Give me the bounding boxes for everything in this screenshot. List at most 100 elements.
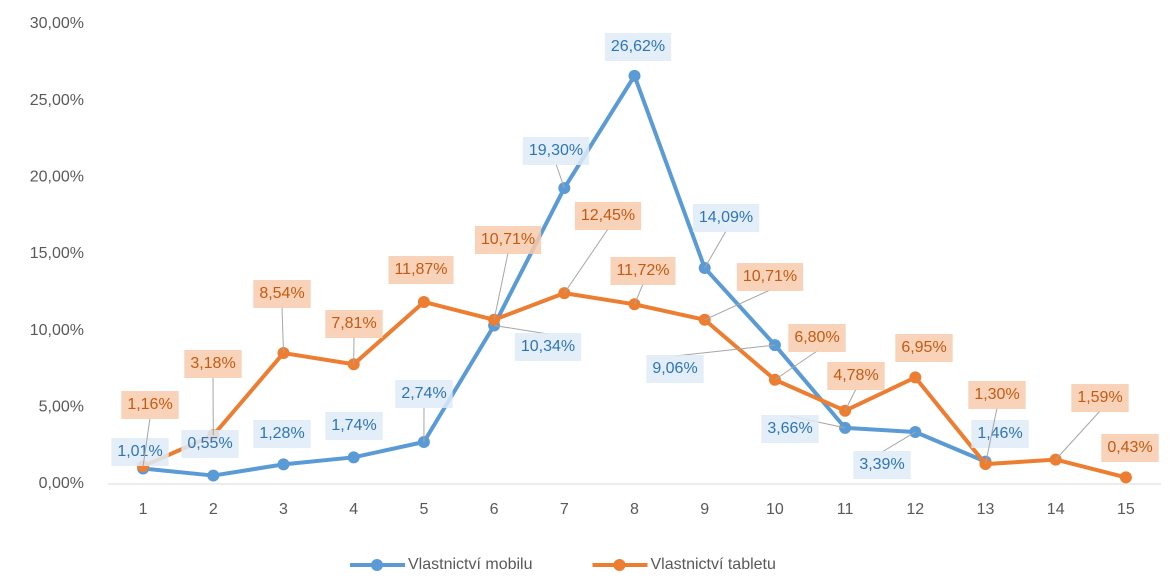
data-label: 1,28% xyxy=(253,420,311,448)
data-point xyxy=(207,469,220,482)
x-tick-label: 10 xyxy=(766,501,784,518)
data-label-text: 7,81% xyxy=(331,315,376,332)
leader-line xyxy=(563,228,609,294)
data-label: 26,62% xyxy=(604,33,672,61)
data-label: 6,95% xyxy=(895,334,953,362)
data-label-box xyxy=(184,350,242,378)
data-label-text: 3,18% xyxy=(190,355,235,372)
data-label-text: 8,54% xyxy=(259,285,304,302)
data-label-box xyxy=(610,257,676,285)
y-tick-label: 20,00% xyxy=(30,169,84,186)
data-point xyxy=(909,371,922,384)
data-label-box xyxy=(853,451,911,479)
y-tick-label: 5,00% xyxy=(39,399,84,416)
data-label: 0,55% xyxy=(181,430,239,458)
data-label-box xyxy=(253,420,311,448)
data-label-text: 1,01% xyxy=(117,443,162,460)
data-label-box xyxy=(253,280,311,308)
data-label: 3,39% xyxy=(853,451,911,479)
y-tick-label: 0,00% xyxy=(39,475,84,492)
data-label: 11,72% xyxy=(610,257,676,285)
data-label: 1,59% xyxy=(1071,384,1129,412)
x-tick-label: 5 xyxy=(419,501,428,518)
data-label-text: 0,55% xyxy=(187,435,232,452)
data-label-text: 19,30% xyxy=(529,142,583,159)
data-label-text: 0,43% xyxy=(1107,439,1152,456)
data-label-box xyxy=(736,263,804,291)
data-label-box xyxy=(121,391,179,419)
data-label: 0,43% xyxy=(1101,434,1159,462)
data-label: 1,16% xyxy=(121,391,179,419)
data-label-text: 6,80% xyxy=(794,329,839,346)
data-label-box xyxy=(761,415,819,443)
x-tick-label: 13 xyxy=(977,501,995,518)
data-label: 4,78% xyxy=(827,362,885,390)
data-label: 3,66% xyxy=(761,415,819,443)
leader-line xyxy=(281,306,284,354)
legend-label: Vlastnictví mobilu xyxy=(408,556,533,573)
data-label: 7,81% xyxy=(325,310,383,338)
leader-line xyxy=(1055,410,1101,460)
data-label-box xyxy=(395,380,453,408)
data-label-box xyxy=(827,362,885,390)
data-label-text: 10,71% xyxy=(481,231,535,248)
data-label-box xyxy=(522,137,590,165)
data-label: 14,09% xyxy=(692,204,760,232)
y-tick-label: 10,00% xyxy=(30,322,84,339)
data-label-text: 12,45% xyxy=(581,207,635,224)
data-label-box xyxy=(968,381,1026,409)
data-label-text: 3,66% xyxy=(767,420,812,437)
series-line xyxy=(142,73,987,478)
leader-line xyxy=(881,431,916,453)
data-point xyxy=(1119,471,1132,484)
data-label-box xyxy=(181,430,239,458)
legend-marker xyxy=(371,559,383,571)
data-label: 1,46% xyxy=(971,420,1029,448)
data-label-text: 1,28% xyxy=(259,425,304,442)
data-label-box xyxy=(692,204,760,232)
x-tick-label: 1 xyxy=(139,501,148,518)
data-label: 10,71% xyxy=(474,226,542,254)
x-tick-label: 12 xyxy=(906,501,924,518)
data-label-box xyxy=(788,324,846,352)
data-label-text: 1,46% xyxy=(977,425,1022,442)
data-point xyxy=(417,295,430,308)
x-tick-label: 9 xyxy=(700,501,709,518)
leader-line xyxy=(985,407,998,465)
data-label: 9,06% xyxy=(646,355,704,383)
leader-line xyxy=(704,230,727,269)
leader-line xyxy=(493,252,509,320)
data-point xyxy=(628,69,641,82)
y-tick-label: 25,00% xyxy=(30,92,84,109)
data-label-box xyxy=(604,33,672,61)
data-label-text: 1,30% xyxy=(974,386,1019,403)
data-label-box xyxy=(646,355,704,383)
data-label: 8,54% xyxy=(253,280,311,308)
leader-line xyxy=(704,289,771,321)
leader-line xyxy=(674,344,775,357)
data-label-text: 2,74% xyxy=(401,385,446,402)
data-label-box xyxy=(325,310,383,338)
x-tick-label: 6 xyxy=(490,501,499,518)
data-label-text: 1,74% xyxy=(331,417,376,434)
legend-marker xyxy=(613,559,626,571)
x-tick-label: 15 xyxy=(1117,501,1135,518)
data-label: 11,87% xyxy=(388,256,454,284)
data-label-text: 4,78% xyxy=(833,367,878,384)
data-label: 1,30% xyxy=(968,381,1026,409)
data-label-text: 11,72% xyxy=(616,262,669,279)
data-label-box xyxy=(474,226,542,254)
data-label-text: 14,09% xyxy=(699,209,753,226)
data-label-box xyxy=(325,412,383,440)
leader-line xyxy=(774,350,818,381)
x-tick-label: 7 xyxy=(560,501,569,518)
data-label: 6,80% xyxy=(788,324,846,352)
data-label-text: 6,95% xyxy=(901,339,946,356)
leader-line xyxy=(634,283,644,305)
data-label-box xyxy=(574,202,642,230)
data-point xyxy=(277,458,290,471)
data-label: 3,18% xyxy=(184,350,242,378)
data-label-box xyxy=(1071,384,1129,412)
data-label-text: 10,71% xyxy=(743,268,797,285)
